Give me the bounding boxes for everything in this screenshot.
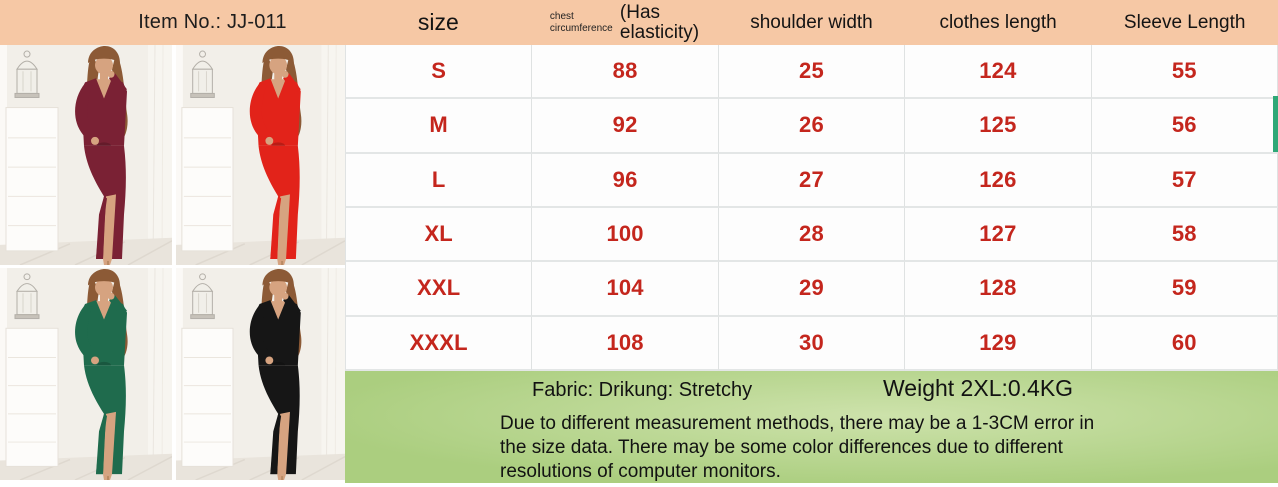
size-cell: M: [346, 99, 533, 154]
length-cell: 127: [905, 207, 1092, 263]
sleeve-cell: 56: [1091, 99, 1278, 154]
cabinet: [181, 107, 234, 252]
shoulder-cell: 28: [718, 207, 906, 263]
chest-cell: 88: [532, 45, 719, 100]
length-cell: 128: [905, 262, 1092, 317]
lantern-icon: [14, 273, 40, 320]
item-number: Item No.: JJ-011: [138, 11, 287, 33]
product-photo-red: [176, 45, 345, 265]
accent-bar: [1273, 96, 1278, 152]
column-header-chest-small: chest circumference: [549, 11, 613, 34]
length-cell: 125: [905, 99, 1092, 154]
leg-through-slit: [277, 411, 290, 475]
size-cell: XL: [346, 207, 533, 263]
product-photo-grid: [0, 45, 345, 480]
size-cell: S: [346, 45, 533, 100]
leg-through-slit: [103, 411, 116, 475]
chest-cell: 92: [532, 99, 719, 154]
sleeve-cell: 55: [1091, 45, 1278, 100]
size-cell: XXXL: [346, 316, 533, 371]
model-figure: [249, 268, 302, 480]
size-cell: XXL: [346, 262, 533, 317]
model-figure: [75, 268, 128, 480]
length-cell: 124: [905, 45, 1092, 100]
shoulder-cell: 29: [718, 262, 906, 317]
chest-cell: 100: [532, 207, 719, 263]
column-header-chest: chest circumference (Has elasticity): [532, 1, 719, 43]
chest-cell: 104: [532, 262, 719, 317]
shoulder-cell: 26: [718, 99, 906, 154]
model-figure: [249, 46, 302, 265]
footer-info-panel: Fabric: Drikung: Stretchy Weight 2XL:0.4…: [345, 371, 1278, 483]
model-figure: [75, 46, 128, 265]
column-header-clothes-length: clothes length: [939, 11, 1057, 33]
length-cell: 126: [905, 153, 1092, 208]
column-header-shoulder: shoulder width: [750, 11, 873, 33]
lantern-icon: [14, 50, 40, 98]
sleeve-cell: 57: [1091, 153, 1278, 208]
leg-through-slit: [103, 194, 116, 259]
header-bar: Item No.: JJ-011 size chest circumferenc…: [0, 0, 1278, 45]
weight-info: Weight 2XL:0.4KG: [883, 375, 1074, 401]
sleeve-cell: 58: [1091, 207, 1278, 263]
measurement-disclaimer: Due to different measurement methods, th…: [500, 413, 1095, 483]
column-header-chest-elasticity: (Has elasticity): [619, 1, 700, 43]
shoulder-cell: 30: [718, 316, 906, 371]
size-cell: L: [346, 153, 533, 208]
product-photo-black: [176, 268, 345, 480]
product-photo-burgundy: [0, 45, 172, 265]
sleeve-cell: 59: [1091, 262, 1278, 317]
fabric-info: Fabric: Drikung: Stretchy: [532, 379, 753, 401]
cabinet: [5, 107, 59, 252]
size-table: S 88 25 124 55 M 92 26 125 56 L 96 27 12…: [345, 45, 1278, 371]
cabinet: [181, 327, 234, 467]
shoulder-cell: 25: [718, 45, 906, 100]
lantern-icon: [190, 50, 215, 98]
column-header-sleeve-length: Sleeve Length: [1123, 11, 1246, 33]
length-cell: 129: [905, 316, 1092, 371]
sleeve-cell: 60: [1091, 316, 1278, 371]
cabinet: [5, 327, 59, 467]
chest-cell: 108: [532, 316, 719, 371]
product-photo-green: [0, 268, 172, 480]
lantern-icon: [190, 273, 215, 320]
shoulder-cell: 27: [718, 153, 906, 208]
chest-cell: 96: [532, 153, 719, 208]
leg-through-slit: [277, 194, 290, 259]
column-header-size: size: [417, 9, 459, 36]
